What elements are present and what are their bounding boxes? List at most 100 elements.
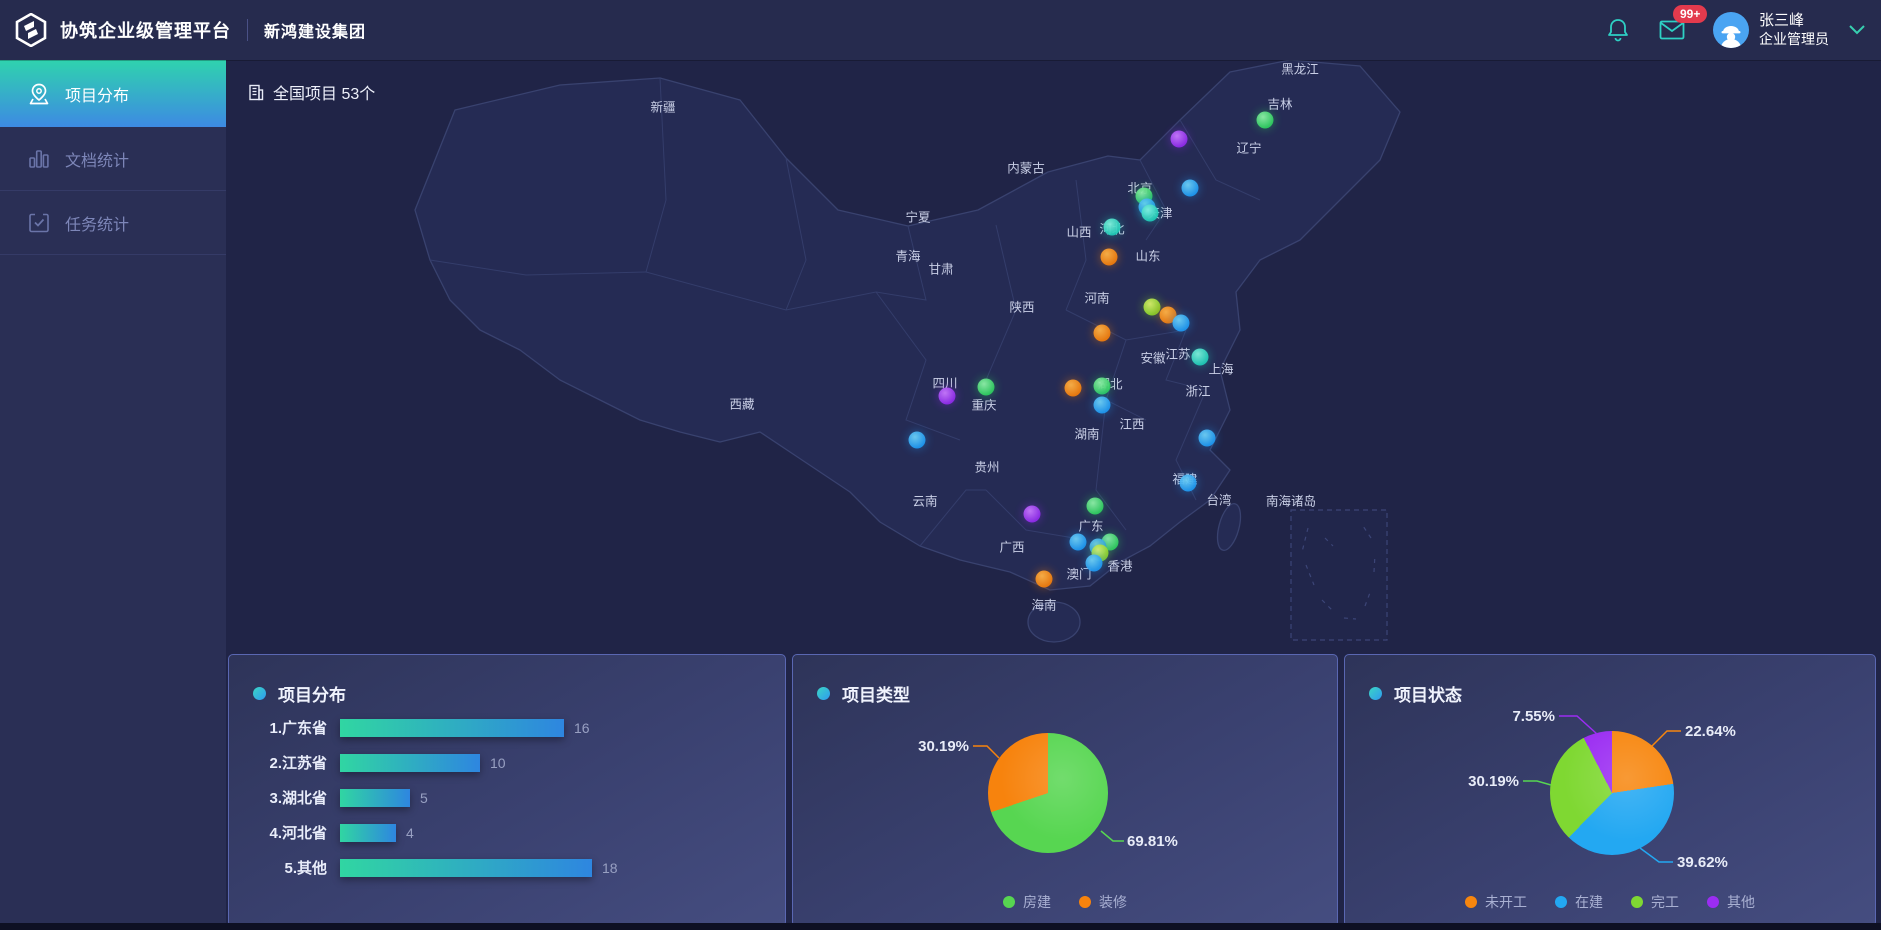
panel-title-text: 项目类型 <box>842 686 910 705</box>
sidebar-item-task-stats[interactable]: 任务统计 <box>0 191 226 255</box>
province-label: 河南 <box>1084 291 1110 306</box>
main-content: 全国项目 53个 新疆黑龙江吉林辽宁内蒙古北京天津宁夏山西河北青海甘肃山东河南陕… <box>226 60 1881 930</box>
bar[interactable] <box>340 858 592 877</box>
panel-title: 项目类型 <box>817 681 910 706</box>
panel-project-status: 项目状态 7.55% 22.64% 30.19% 39.62% 未开工 在建 完工 其… <box>1344 654 1876 927</box>
project-map-marker[interactable] <box>1181 179 1199 197</box>
pie-label-decoration-pct: 30.19% <box>918 738 969 755</box>
project-map-marker[interactable] <box>938 387 956 405</box>
province-label: 江苏 <box>1165 347 1191 362</box>
legend-item[interactable]: 房建 <box>1003 892 1051 912</box>
pie-label-finished-pct: 30.19% <box>1468 773 1519 790</box>
project-map-marker[interactable] <box>908 431 926 449</box>
legend-label: 在建 <box>1575 894 1603 910</box>
legend-dot-icon <box>1707 896 1719 908</box>
bar-chart-icon <box>29 149 49 168</box>
project-map-marker[interactable] <box>1064 379 1082 397</box>
notification-bell-button[interactable] <box>1605 17 1631 43</box>
project-map-marker[interactable] <box>1172 314 1190 332</box>
province-label: 新疆 <box>650 100 676 115</box>
project-map-marker[interactable] <box>1143 298 1161 316</box>
legend-dot-icon <box>1003 896 1015 908</box>
sidebar-item-label: 项目分布 <box>65 87 130 105</box>
bar[interactable] <box>340 753 480 772</box>
pie-label-other-pct: 7.55% <box>1512 708 1555 725</box>
project-map-marker[interactable] <box>1093 377 1111 395</box>
bar[interactable] <box>340 823 396 842</box>
province-label: 重庆 <box>971 398 997 413</box>
bar-category-label: 5.其他 <box>284 860 327 877</box>
project-map-marker[interactable] <box>977 378 995 396</box>
bar[interactable] <box>340 788 410 807</box>
province-label: 西藏 <box>729 397 755 412</box>
south-china-sea-inset <box>1290 509 1388 641</box>
project-map-marker[interactable] <box>1100 248 1118 266</box>
legend-item[interactable]: 装修 <box>1079 892 1127 912</box>
mail-icon <box>1659 20 1685 40</box>
project-map-marker[interactable] <box>1198 429 1216 447</box>
project-type-pie[interactable] <box>988 733 1108 853</box>
header-divider <box>247 19 248 41</box>
user-info: 张三峰 企业管理员 <box>1759 12 1829 48</box>
bottom-scrollbar-track[interactable] <box>0 923 1881 930</box>
province-label: 贵州 <box>974 460 1000 475</box>
project-map-marker[interactable] <box>1093 396 1111 414</box>
sidebar-item-project-distribution[interactable]: 项目分布 <box>0 60 226 127</box>
project-map-marker[interactable] <box>1035 570 1053 588</box>
pie-label-construction-pct: 69.81% <box>1127 833 1178 850</box>
messages-button[interactable]: 99+ <box>1659 5 1708 43</box>
top-header: 协筑企业级管理平台 新鸿建设集团 99+ <box>0 0 1881 60</box>
task-check-icon <box>29 213 49 232</box>
legend-item[interactable]: 完工 <box>1631 892 1679 912</box>
project-map-marker[interactable] <box>1085 554 1103 572</box>
bar-value: 16 <box>574 719 590 736</box>
platform-title: 协筑企业级管理平台 <box>60 21 231 41</box>
project-map-marker[interactable] <box>1191 348 1209 366</box>
province-label: 香港 <box>1107 559 1133 574</box>
project-status-pie[interactable] <box>1550 731 1674 855</box>
province-label: 湖南 <box>1074 427 1100 442</box>
project-map-marker[interactable] <box>1179 474 1197 492</box>
province-label: 四川 <box>932 376 958 391</box>
chevron-down-icon[interactable] <box>1849 25 1865 35</box>
province-label: 宁夏 <box>905 210 931 225</box>
legend-label: 装修 <box>1099 894 1127 910</box>
project-map-marker[interactable] <box>1159 306 1177 324</box>
panel-title-text: 项目状态 <box>1394 686 1462 705</box>
map-pin-icon <box>29 83 49 104</box>
project-map-marker[interactable] <box>1170 130 1188 148</box>
legend-item[interactable]: 未开工 <box>1465 892 1527 912</box>
bar-value: 5 <box>420 789 428 806</box>
province-label: 澳门 <box>1066 567 1092 582</box>
bar-value: 4 <box>406 824 414 841</box>
province-label: 台湾 <box>1206 493 1232 508</box>
title-dot-icon <box>1369 687 1382 700</box>
legend-item[interactable]: 其他 <box>1707 892 1755 912</box>
project-map-marker[interactable] <box>1023 505 1041 523</box>
sidebar-item-label: 任务统计 <box>65 216 130 234</box>
project-map-marker[interactable] <box>1141 204 1159 222</box>
legend-item[interactable]: 在建 <box>1555 892 1603 912</box>
bar-category-label: 4.河北省 <box>269 825 327 842</box>
user-menu[interactable]: 张三峰 企业管理员 <box>1713 12 1865 48</box>
province-label: 广东 <box>1078 519 1104 534</box>
panel-title: 项目分布 <box>253 681 346 706</box>
china-map-outline <box>414 60 1401 643</box>
province-bar-chart: 1.广东省 16 2.江苏省 10 3.湖北省 5 4.河北省 4 5.其他 18 <box>249 710 771 885</box>
legend-label: 完工 <box>1651 894 1679 910</box>
project-map-marker[interactable] <box>1086 497 1104 515</box>
project-map-marker[interactable] <box>1103 218 1121 236</box>
project-map-marker[interactable] <box>1093 324 1111 342</box>
national-project-count-label: 全国项目 53个 <box>273 86 376 103</box>
project-map-marker[interactable] <box>1069 533 1087 551</box>
sidebar-item-document-stats[interactable]: 文档统计 <box>0 127 226 191</box>
project-map-marker[interactable] <box>1256 111 1274 129</box>
province-label: 云南 <box>912 494 938 509</box>
panel-title-text: 项目分布 <box>278 686 346 705</box>
bar-category-label: 3.湖北省 <box>269 790 327 807</box>
legend-dot-icon <box>1079 896 1091 908</box>
province-label: 辽宁 <box>1236 141 1262 156</box>
platform-logo-icon <box>15 13 47 47</box>
project-status-legend: 未开工 在建 完工 其他 <box>1345 892 1875 912</box>
bar[interactable] <box>340 718 564 737</box>
